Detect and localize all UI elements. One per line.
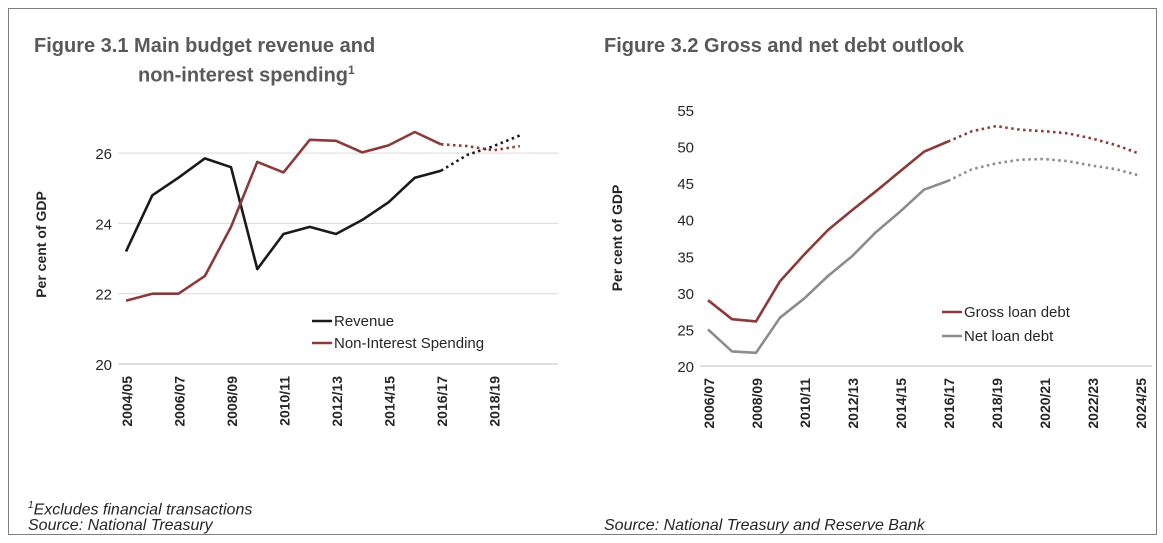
series-line-actual <box>125 130 442 302</box>
legend-label: Revenue <box>334 313 394 330</box>
x-tick-label: 2018/19 <box>989 378 1005 429</box>
y-tick-label: 45 <box>677 176 694 193</box>
y-tick-label: 26 <box>95 146 112 163</box>
figure-panel <box>8 8 1157 535</box>
figure-3-2-source: Source: National Treasury and Reserve Ba… <box>604 517 925 534</box>
series-line-projection <box>440 143 521 152</box>
x-tick-label: 2016/17 <box>941 378 957 429</box>
series-line-projection <box>440 134 521 172</box>
figure-3-2-title: Figure 3.2 Gross and net debt outlook <box>604 34 964 58</box>
figure-3-1-title-superscript: 1 <box>348 63 355 77</box>
series-line-projection <box>947 157 1141 183</box>
x-tick-label: 2006/07 <box>172 376 188 427</box>
y-tick-label: 20 <box>95 357 112 374</box>
x-tick-label: 2010/11 <box>277 376 293 426</box>
x-tick-label: 2016/17 <box>434 376 450 427</box>
x-tick-label: 2008/09 <box>224 376 240 427</box>
y-axis-label: Per cent of GDP <box>33 191 49 298</box>
figure-3-1-title: Figure 3.1 Main budget revenue and non-i… <box>34 34 375 88</box>
y-tick-label: 35 <box>677 249 694 266</box>
x-tick-label: 2012/13 <box>329 376 345 427</box>
figure-3-1-footnote: 1Excludes financial transactions <box>28 496 252 520</box>
footnote-text: Excludes financial transactions <box>33 501 253 519</box>
x-tick-label: 2022/23 <box>1085 378 1101 429</box>
x-tick-label: 2010/11 <box>797 378 813 428</box>
y-tick-label: 40 <box>677 213 694 230</box>
footnote-mark: 1 <box>28 500 34 511</box>
figure-3-1-title-line2-wrap: non-interest spending1 <box>34 58 375 88</box>
x-tick-label: 2006/07 <box>701 378 717 429</box>
legend-label: Gross loan debt <box>964 304 1071 321</box>
y-tick-label: 30 <box>677 286 694 303</box>
y-tick-label: 22 <box>95 287 112 304</box>
y-tick-label: 20 <box>677 359 694 376</box>
x-tick-label: 2008/09 <box>749 378 765 429</box>
legend-label: Net loan debt <box>964 328 1054 345</box>
x-tick-label: 2004/05 <box>119 376 135 427</box>
figure-3-1-title-line2: non-interest spending <box>138 64 348 87</box>
y-tick-label: 55 <box>677 103 694 120</box>
y-tick-label: 24 <box>95 216 112 233</box>
series-line-actual <box>707 140 949 323</box>
figure-3-2-title-text: Figure 3.2 Gross and net debt outlook <box>604 35 965 57</box>
x-tick-label: 2014/15 <box>893 378 909 429</box>
y-tick-label: 25 <box>677 322 694 339</box>
figure-3-1-source: Source: National Treasury <box>28 517 213 534</box>
series-line-actual <box>124 157 442 271</box>
chart-debt-outlook: 20 25 30 35 40 45 50 55 2006/07 2008/09 2010/11 201… <box>609 103 1152 429</box>
x-tick-label: 2024/25 <box>1133 378 1149 429</box>
figure-3-1-title-line1: Figure 3.1 Main budget revenue and <box>34 35 376 57</box>
x-tick-label: 2012/13 <box>845 378 861 429</box>
y-axis-label: Per cent of GDP <box>609 185 625 292</box>
legend-label: Non-Interest Spending <box>334 335 484 352</box>
x-tick-label: 2020/21 <box>1037 378 1053 429</box>
y-tick-label: 50 <box>677 140 694 157</box>
x-tick-label: 2014/15 <box>382 376 398 427</box>
chart-revenue-spending: 20 22 24 26 2004/05 2006/07 2008/09 2010/11 2012… <box>33 130 558 427</box>
x-tick-label: 2018/19 <box>487 376 503 427</box>
series-line-projection <box>947 124 1141 156</box>
series-line-actual <box>707 179 949 355</box>
